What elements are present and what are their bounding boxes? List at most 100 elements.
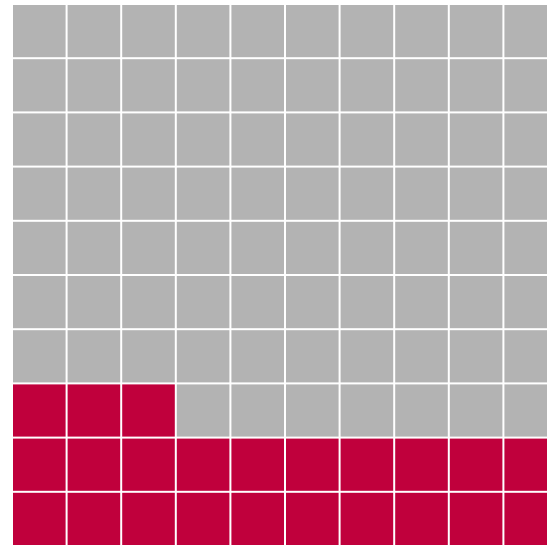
waffle-cell: [504, 438, 547, 491]
waffle-cell: [231, 438, 284, 491]
waffle-cell: [286, 330, 339, 383]
waffle-cell: [122, 59, 175, 112]
waffle-cell: [395, 330, 448, 383]
waffle-cell: [286, 59, 339, 112]
waffle-cell: [286, 113, 339, 166]
waffle-cell: [504, 330, 547, 383]
waffle-cell: [340, 59, 394, 112]
waffle-cell: [395, 167, 448, 220]
waffle-cell: [13, 59, 66, 112]
waffle-cell: [67, 492, 121, 545]
waffle-cell: [504, 113, 547, 166]
waffle-cell: [122, 167, 175, 220]
waffle-cell: [395, 5, 448, 58]
waffle-cell: [67, 276, 121, 329]
waffle-cell: [395, 113, 448, 166]
waffle-cell: [395, 276, 448, 329]
waffle-cell: [67, 438, 121, 491]
waffle-cell: [449, 276, 503, 329]
waffle-cell: [504, 167, 547, 220]
waffle-cell: [504, 276, 547, 329]
waffle-cell: [13, 330, 66, 383]
waffle-cell: [449, 384, 503, 437]
waffle-cell: [67, 330, 121, 383]
waffle-cell: [176, 5, 230, 58]
waffle-cell: [340, 5, 394, 58]
waffle-cell: [122, 384, 175, 437]
waffle-cell: [231, 276, 284, 329]
waffle-cell: [286, 492, 339, 545]
waffle-cell: [340, 221, 394, 274]
waffle-cell: [340, 384, 394, 437]
waffle-cell: [449, 167, 503, 220]
waffle-cell: [395, 59, 448, 112]
waffle-cell: [395, 384, 448, 437]
waffle-cell: [449, 113, 503, 166]
waffle-cell: [231, 59, 284, 112]
waffle-cell: [286, 221, 339, 274]
waffle-cell: [340, 330, 394, 383]
waffle-cell: [13, 276, 66, 329]
waffle-cell: [176, 221, 230, 274]
waffle-cell: [449, 492, 503, 545]
waffle-cell: [504, 384, 547, 437]
waffle-cell: [122, 492, 175, 545]
waffle-cell: [67, 59, 121, 112]
waffle-cell: [67, 5, 121, 58]
waffle-cell: [395, 438, 448, 491]
waffle-cell: [286, 167, 339, 220]
waffle-cell: [67, 167, 121, 220]
waffle-cell: [176, 438, 230, 491]
waffle-cell: [340, 438, 394, 491]
waffle-cell: [231, 221, 284, 274]
waffle-cell: [504, 221, 547, 274]
waffle-cell: [176, 276, 230, 329]
waffle-cell: [122, 330, 175, 383]
waffle-cell: [13, 5, 66, 58]
waffle-cell: [13, 221, 66, 274]
waffle-cell: [122, 221, 175, 274]
waffle-cell: [176, 167, 230, 220]
waffle-cell: [13, 113, 66, 166]
waffle-cell: [67, 113, 121, 166]
waffle-cell: [231, 492, 284, 545]
waffle-cell: [67, 221, 121, 274]
waffle-cell: [395, 221, 448, 274]
waffle-cell: [13, 492, 66, 545]
waffle-cell: [13, 438, 66, 491]
waffle-cell: [176, 492, 230, 545]
waffle-cell: [286, 276, 339, 329]
waffle-cell: [286, 438, 339, 491]
waffle-cell: [176, 59, 230, 112]
waffle-cell: [67, 384, 121, 437]
waffle-cell: [449, 330, 503, 383]
waffle-cell: [449, 221, 503, 274]
waffle-cell: [231, 113, 284, 166]
waffle-cell: [340, 113, 394, 166]
waffle-cell: [122, 438, 175, 491]
waffle-cell: [231, 330, 284, 383]
waffle-cell: [449, 59, 503, 112]
waffle-cell: [504, 59, 547, 112]
waffle-cell: [13, 167, 66, 220]
waffle-cell: [449, 5, 503, 58]
waffle-cell: [231, 167, 284, 220]
waffle-cell: [176, 330, 230, 383]
waffle-cell: [122, 276, 175, 329]
waffle-cell: [286, 384, 339, 437]
waffle-cell: [13, 384, 66, 437]
waffle-cell: [504, 5, 547, 58]
waffle-cell: [231, 384, 284, 437]
waffle-cell: [340, 167, 394, 220]
waffle-cell: [176, 113, 230, 166]
waffle-cell: [286, 5, 339, 58]
waffle-cell: [340, 276, 394, 329]
waffle-cell: [122, 113, 175, 166]
waffle-cell: [504, 492, 547, 545]
waffle-cell: [122, 5, 175, 58]
waffle-cell: [231, 5, 284, 58]
waffle-cell: [395, 492, 448, 545]
waffle-cell: [449, 438, 503, 491]
